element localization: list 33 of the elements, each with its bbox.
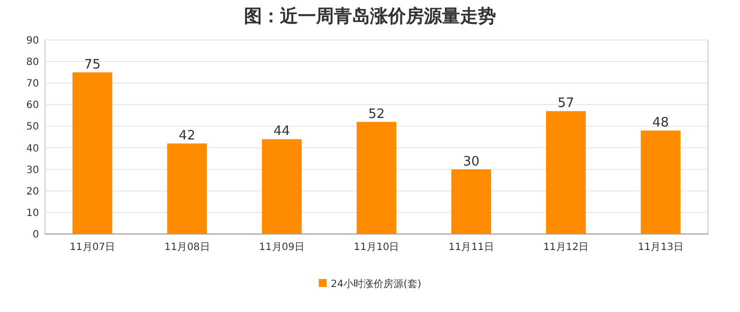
bar: [451, 169, 492, 234]
data-label: 52: [368, 106, 385, 122]
legend-label: 24小时涨价房源(套): [330, 278, 422, 290]
y-tick-label: 20: [26, 186, 39, 198]
y-tick-label: 90: [26, 36, 39, 46]
data-label: 44: [274, 124, 290, 140]
bar: [640, 130, 681, 234]
y-tick-label: 30: [26, 164, 39, 176]
y-tick-label: 40: [26, 143, 39, 154]
bar: [167, 143, 207, 234]
y-tick-label: 50: [26, 122, 39, 133]
bar: [72, 72, 112, 234]
x-tick-label: 11月12日: [543, 242, 589, 253]
x-tick-label: 11月11日: [448, 242, 494, 253]
data-label: 57: [558, 96, 574, 112]
y-tick-label: 60: [26, 100, 39, 112]
chart-title: 图：近一周青岛涨价房源量走势: [244, 6, 496, 27]
y-tick-label: 70: [26, 78, 39, 90]
y-tick-label: 80: [26, 57, 39, 68]
data-label: 30: [462, 154, 480, 170]
data-label: 75: [84, 57, 101, 72]
y-tick-label: 10: [26, 208, 39, 219]
x-tick-label: 11月10日: [354, 242, 400, 253]
x-tick-label: 11月13日: [638, 242, 684, 253]
x-tick-label: 11月09日: [259, 242, 305, 253]
data-label: 48: [652, 116, 669, 131]
bar: [262, 139, 302, 234]
bar: [546, 111, 586, 234]
x-tick-label: 11月07日: [70, 242, 116, 253]
data-label: 42: [178, 128, 196, 144]
x-tick-label: 11月08日: [164, 242, 210, 253]
y-tick-label: 0: [32, 230, 39, 240]
bar: [356, 122, 396, 234]
